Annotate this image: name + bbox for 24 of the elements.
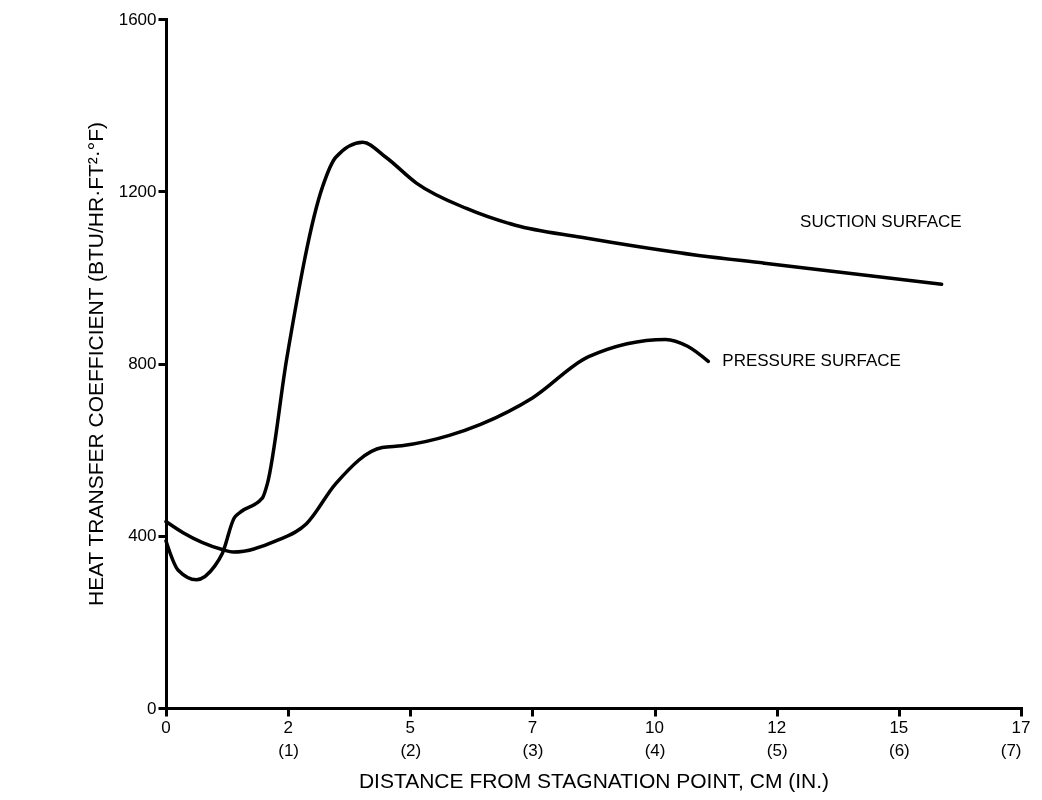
- text: 0: [161, 718, 171, 737]
- x-tick-label: (2): [400, 740, 422, 760]
- series-label: PRESSURE SURFACE: [722, 351, 901, 371]
- text: SUCTION SURFACE: [800, 212, 962, 232]
- text: 2: [283, 718, 293, 737]
- y-tick-label: 800: [128, 354, 157, 373]
- y-axis-title: HEAT TRANSFER COEFFICIENT (BTU/HR·FT²·°F): [83, 122, 107, 606]
- x-tick-label: (3): [522, 740, 544, 760]
- text: 15: [889, 718, 909, 737]
- x-axis-title: DISTANCE FROM STAGNATION POINT, CM (IN.): [358, 768, 830, 792]
- y-tick-label: 400: [128, 526, 157, 546]
- x-tick-label: (4): [644, 740, 666, 760]
- y-tick-label: 1200: [118, 181, 157, 201]
- x-tick-label: (1): [278, 740, 300, 760]
- text: 5: [405, 718, 416, 737]
- x-tick-label: (7): [1000, 740, 1022, 760]
- text: 12: [767, 718, 787, 737]
- text: 10: [645, 718, 665, 737]
- text: 17: [1011, 718, 1031, 737]
- y-tick-label: 1600: [118, 9, 157, 29]
- x-tick-label: (5): [766, 740, 788, 760]
- text: 7: [527, 718, 538, 737]
- x-tick-label: (6): [888, 740, 910, 760]
- y-tick-label: 0: [147, 698, 157, 718]
